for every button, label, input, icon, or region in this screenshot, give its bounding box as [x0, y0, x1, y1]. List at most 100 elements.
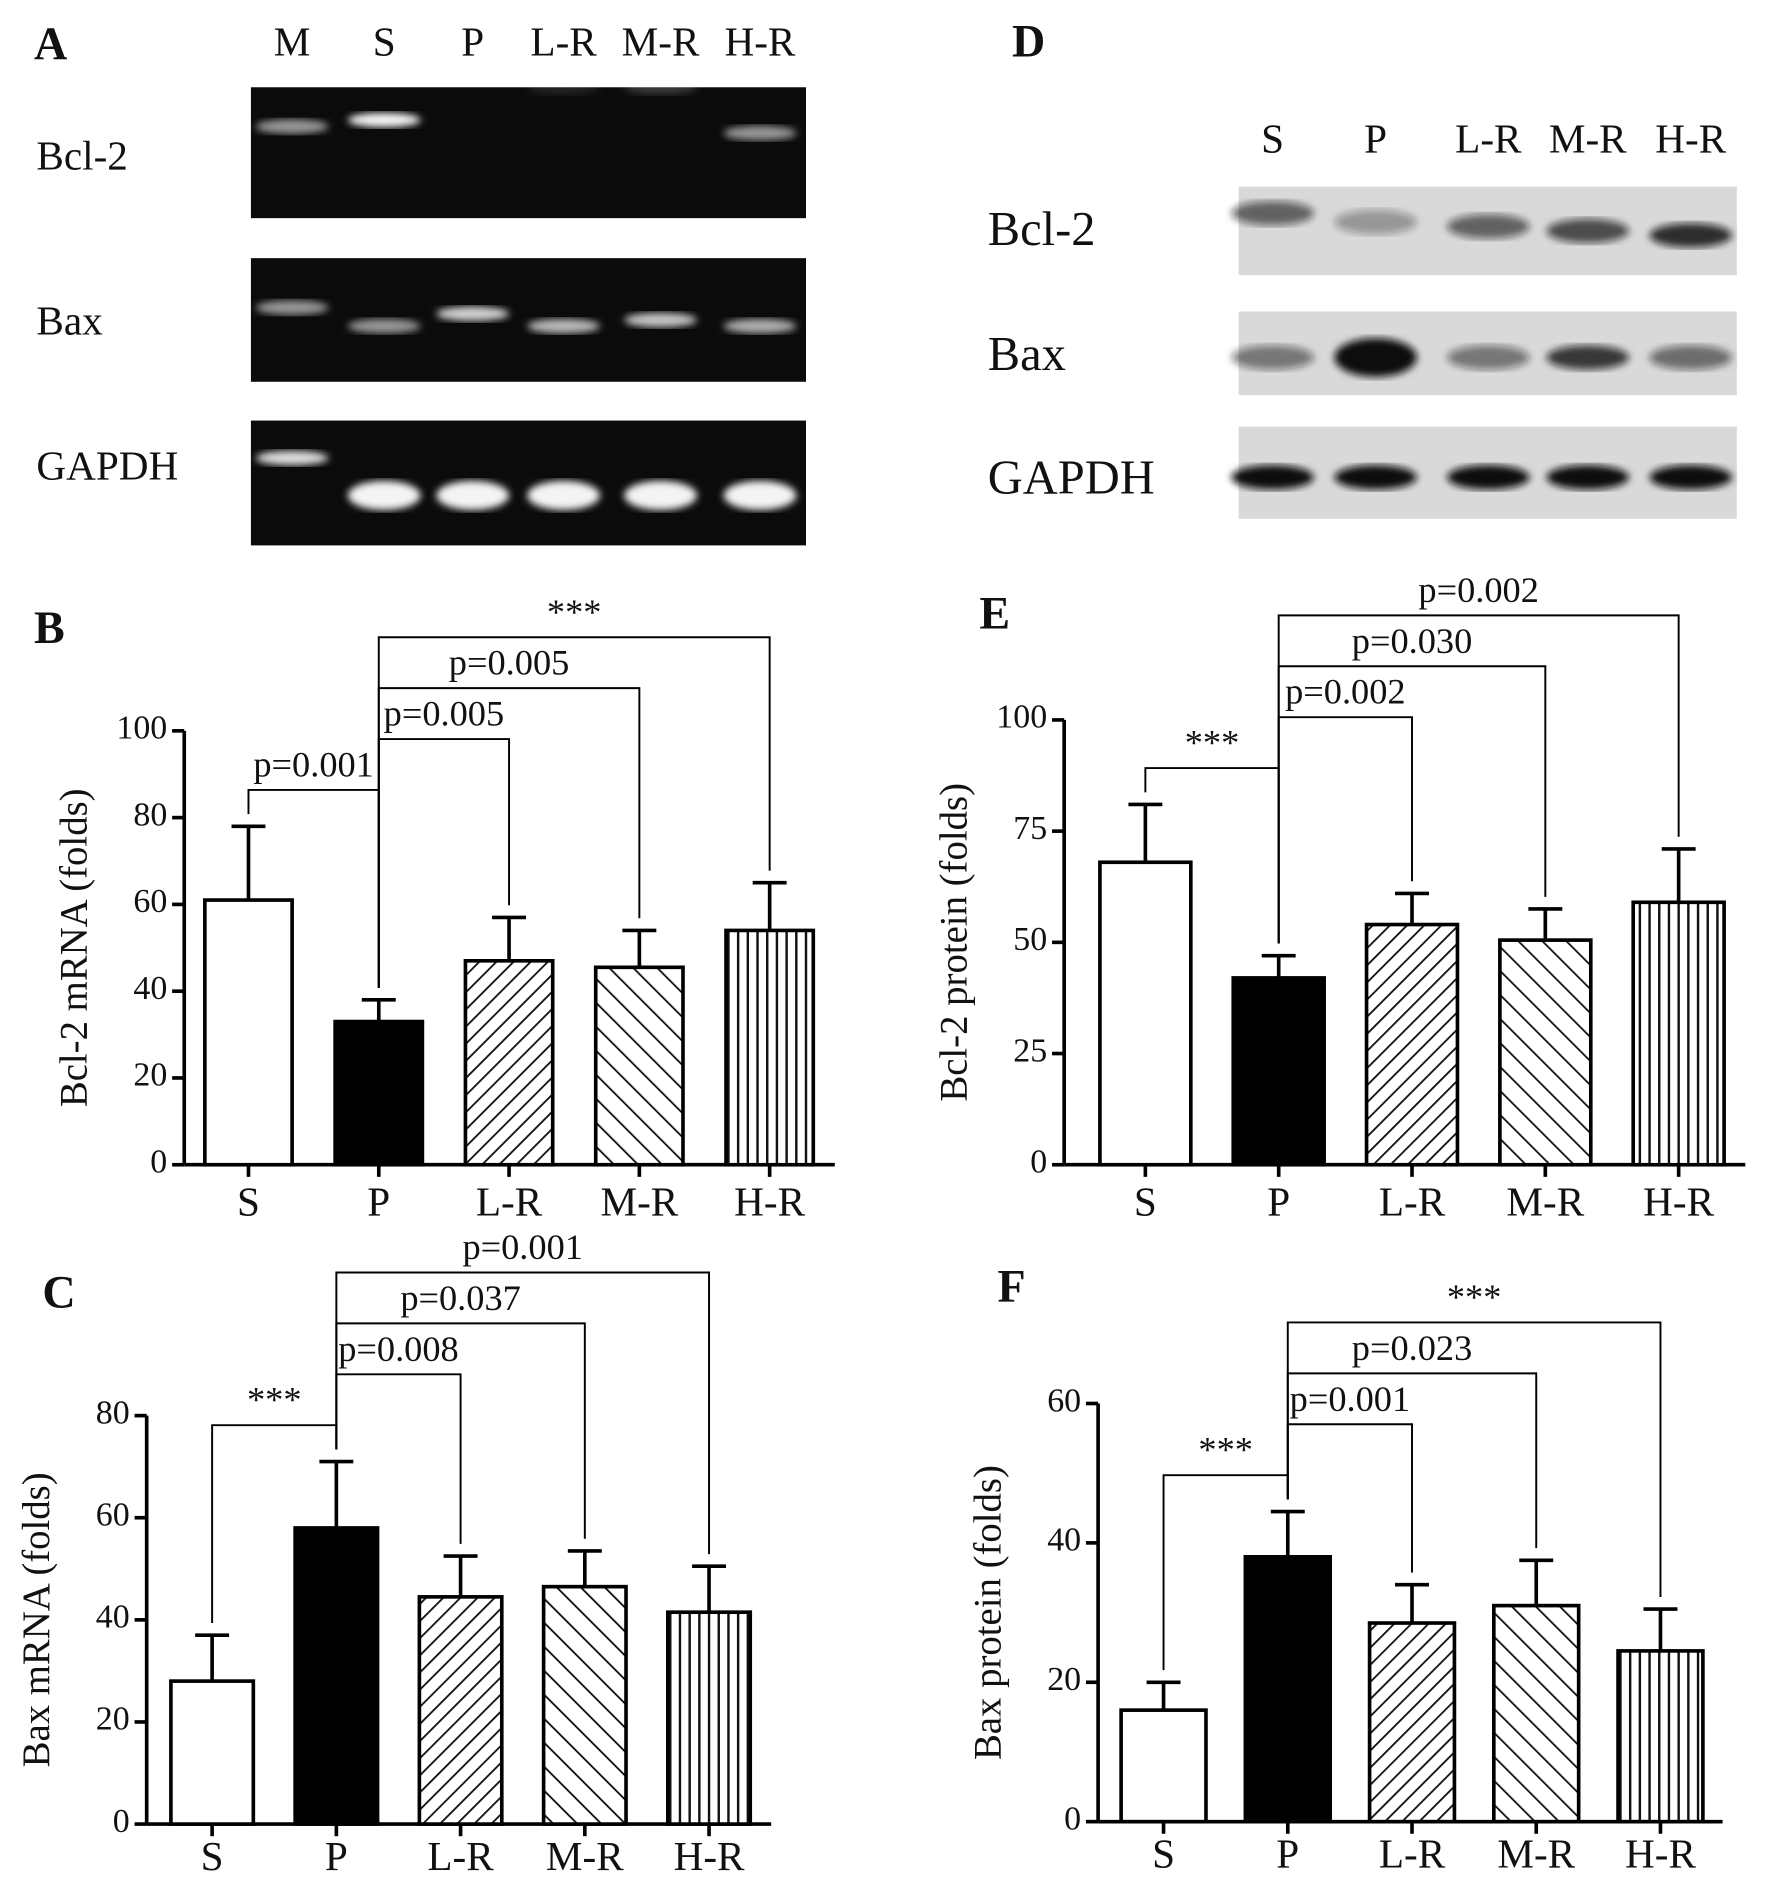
bar-chart: C Bax mRNA (folds) 0 20 40 60 80 S P L-R M-R H-R ***… — [15, 1227, 772, 1879]
bar — [463, 958, 555, 1167]
bar — [417, 1595, 504, 1826]
x-tick-label: M-R — [600, 1178, 678, 1224]
band — [255, 119, 329, 134]
y-tick-label: 60 — [1047, 1382, 1081, 1419]
y-axis-label: Bax protein (folds) — [966, 1465, 1009, 1760]
bar — [333, 1019, 425, 1167]
panel-letter: E — [979, 588, 1010, 639]
band — [1231, 345, 1314, 370]
bar — [1631, 900, 1726, 1167]
y-tick-label: 40 — [1047, 1522, 1081, 1559]
y-tick-label: 20 — [1047, 1661, 1081, 1698]
bar — [1119, 1708, 1208, 1824]
x-tick-label: P — [1276, 1830, 1299, 1876]
y-axis-label: Bax mRNA (folds) — [15, 1472, 58, 1767]
bar — [541, 1584, 628, 1826]
bar — [203, 898, 294, 1167]
bar — [724, 928, 816, 1167]
bar — [1098, 860, 1193, 1167]
blot — [250, 420, 807, 546]
x-tick-label: L-R — [476, 1178, 543, 1224]
blot — [250, 258, 807, 382]
y-tick-label: 20 — [133, 1057, 167, 1094]
x-tick-label: L-R — [427, 1833, 494, 1879]
bar — [666, 1610, 753, 1826]
bar-chart: F Bax protein (folds) 0 20 40 60 S P L-R M-R H-R **… — [966, 1260, 1723, 1876]
band — [723, 125, 797, 141]
significance-label: p=0.002 — [1418, 570, 1539, 610]
bar — [1616, 1649, 1705, 1824]
y-tick-label: 0 — [1064, 1800, 1081, 1837]
y-axis-label: Bcl-2 protein (folds) — [932, 783, 975, 1102]
bar — [1364, 922, 1460, 1167]
y-tick-label: 0 — [113, 1803, 130, 1840]
band — [624, 79, 697, 95]
lane-label: S — [373, 19, 396, 65]
significance-label: p=0.037 — [400, 1278, 521, 1318]
y-tick-label: 25 — [1013, 1032, 1047, 1069]
band — [1546, 218, 1629, 244]
band — [436, 480, 510, 511]
band — [527, 79, 600, 95]
significance-label: p=0.005 — [449, 643, 569, 683]
bar — [1243, 1555, 1333, 1824]
bar — [1367, 1621, 1457, 1824]
y-tick-label: 40 — [96, 1599, 130, 1636]
significance-label: *** — [247, 1380, 302, 1420]
band — [1649, 465, 1732, 490]
significance-label: *** — [1185, 723, 1240, 763]
band — [1649, 345, 1732, 370]
y-tick-label: 100 — [996, 699, 1047, 736]
x-tick-label: H-R — [1643, 1178, 1714, 1224]
x-tick-label: H-R — [734, 1178, 805, 1224]
panel-letter: D — [1012, 16, 1045, 67]
lane-label: M — [274, 19, 311, 65]
panel-letter: F — [998, 1260, 1026, 1311]
x-tick-label: P — [367, 1178, 390, 1224]
band — [1334, 209, 1417, 235]
significance-bracket — [1286, 1423, 1413, 1573]
x-tick-label: S — [201, 1833, 224, 1879]
significance-bracket — [1277, 614, 1680, 944]
significance-bracket — [1286, 1321, 1662, 1597]
significance-label: *** — [1447, 1277, 1502, 1317]
x-tick-label: S — [1134, 1178, 1157, 1224]
row-label: GAPDH — [988, 452, 1155, 505]
y-axis-label: Bcl-2 mRNA (folds) — [52, 788, 95, 1107]
band — [1649, 223, 1732, 248]
significance-label: p=0.030 — [1352, 621, 1473, 661]
band — [1334, 338, 1417, 377]
band — [347, 112, 421, 128]
band — [1447, 345, 1530, 370]
panel-letter: B — [34, 602, 65, 653]
row-label: Bax — [988, 328, 1066, 381]
significance-label: p=0.001 — [253, 744, 374, 784]
y-tick-label: 60 — [96, 1497, 130, 1534]
band — [1334, 465, 1417, 490]
y-tick-label: 0 — [150, 1144, 167, 1181]
y-tick-label: 100 — [116, 710, 167, 747]
significance-label: p=0.002 — [1285, 672, 1406, 712]
x-tick-label: H-R — [674, 1833, 745, 1879]
bar — [1492, 1603, 1581, 1824]
x-tick-label: S — [237, 1178, 260, 1224]
significance-label: p=0.008 — [338, 1329, 459, 1369]
y-tick-label: 60 — [133, 883, 167, 920]
bar — [1231, 976, 1326, 1167]
significance-bracket — [335, 1271, 711, 1555]
bar-chart: B Bcl-2 mRNA (folds) 0 20 40 60 80 100 S P L-R M-R H… — [34, 592, 835, 1224]
band — [527, 318, 600, 334]
band — [347, 480, 421, 511]
significance-label: p=0.001 — [1290, 1379, 1411, 1419]
significance-label: *** — [1198, 1430, 1253, 1470]
y-tick-label: 40 — [133, 970, 167, 1007]
significance-label: *** — [547, 592, 602, 632]
panel-letter: C — [42, 1266, 75, 1317]
lane-label: M-R — [1549, 115, 1627, 161]
row-label: Bcl-2 — [36, 132, 128, 178]
x-tick-label: P — [325, 1833, 348, 1879]
y-tick-label: 80 — [96, 1394, 130, 1431]
band — [1546, 345, 1629, 370]
bar — [1498, 938, 1593, 1167]
